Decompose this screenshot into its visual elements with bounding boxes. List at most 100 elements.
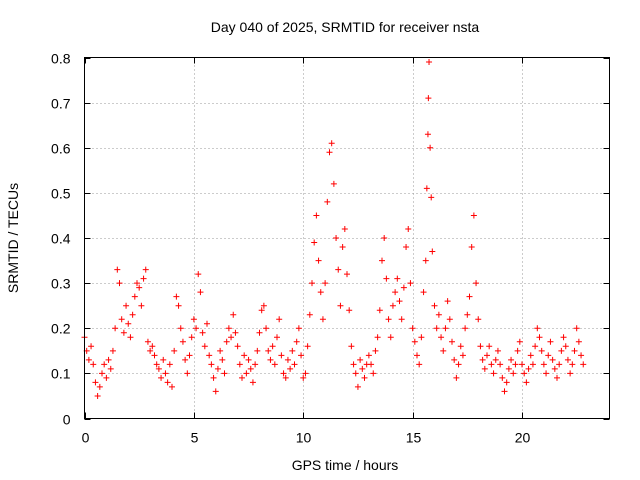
data-point [236,361,243,368]
data-point [291,361,298,368]
data-point [341,225,348,232]
data-point [103,374,110,381]
y-axis-label: SRMTID / TECUs [5,183,21,293]
data-point [162,370,169,377]
data-point [501,388,508,395]
data-point [433,325,440,332]
data-point [512,361,519,368]
data-point [287,365,294,372]
data-point [134,280,140,287]
data-point [449,338,455,345]
data-point [529,361,536,368]
data-point [466,293,473,300]
data-point [208,361,215,368]
data-point [427,144,434,151]
data-point [144,338,151,345]
data-point [418,334,425,341]
data-point [90,361,97,368]
data-point [426,59,433,66]
data-point [265,347,272,354]
data-point [514,347,521,354]
data-point [274,334,280,341]
data-point [254,347,261,354]
data-point [241,352,248,359]
data-point [228,334,235,341]
data-point [473,280,480,287]
data-point [282,374,289,381]
data-point [105,356,112,363]
data-point [409,325,416,332]
data-point [562,343,569,350]
data-point [319,316,326,323]
data-point [258,307,265,314]
data-point [475,316,482,323]
data-point [153,361,160,368]
data-point [462,325,469,332]
data-point [414,352,420,359]
data-point [204,320,210,327]
data-point [136,284,143,291]
data-point [394,275,401,282]
data-point [140,275,147,282]
data-point [357,356,364,363]
data-point [88,343,95,350]
data-point [508,356,515,363]
data-point [155,365,162,372]
data-point [385,316,392,323]
data-point [186,352,193,359]
data-point [396,298,403,305]
data-point [370,370,377,377]
data-point [571,347,578,354]
data-point [127,334,134,341]
data-point [179,338,186,345]
data-point [306,311,313,318]
data-point [326,149,333,156]
x-axis-label: GPS time / hours [292,457,399,473]
data-point [289,347,296,354]
data-point [549,356,556,363]
data-point [400,284,407,291]
data-point [169,383,175,390]
data-point [138,302,145,309]
data-point [245,356,252,363]
data-point [315,257,322,264]
data-point [269,343,276,350]
data-point [499,374,506,381]
data-point [280,370,287,377]
x-axis: 0 5 10 15 20 [82,57,530,446]
data-point [344,271,350,278]
data-point [142,266,149,273]
data-point [324,198,331,205]
data-point [536,334,543,341]
y-tick-label: 0 [63,412,71,428]
data-point [554,374,560,381]
data-point [372,347,379,354]
data-point [429,248,436,255]
data-point [580,361,587,368]
data-point [256,329,263,336]
data-point [197,289,204,296]
data-point [116,280,123,287]
data-point [99,370,105,377]
data-point [96,383,103,390]
data-point [486,343,493,350]
data-point [564,356,571,363]
data-point [239,374,245,381]
data-point [407,280,414,287]
y-tick-label: 0.7 [51,96,71,112]
x-tick-label: 10 [296,430,312,446]
data-point [267,356,274,363]
data-point [494,347,501,354]
data-point [313,212,320,219]
data-point [435,311,442,318]
data-point [131,293,138,300]
data-point [221,370,228,377]
data-point [322,280,329,287]
data-point [219,356,226,363]
data-point [428,194,435,201]
data-point [164,379,171,386]
data-point [112,325,119,332]
data-point [403,244,410,251]
data-point [158,374,165,381]
data-point [247,365,254,372]
